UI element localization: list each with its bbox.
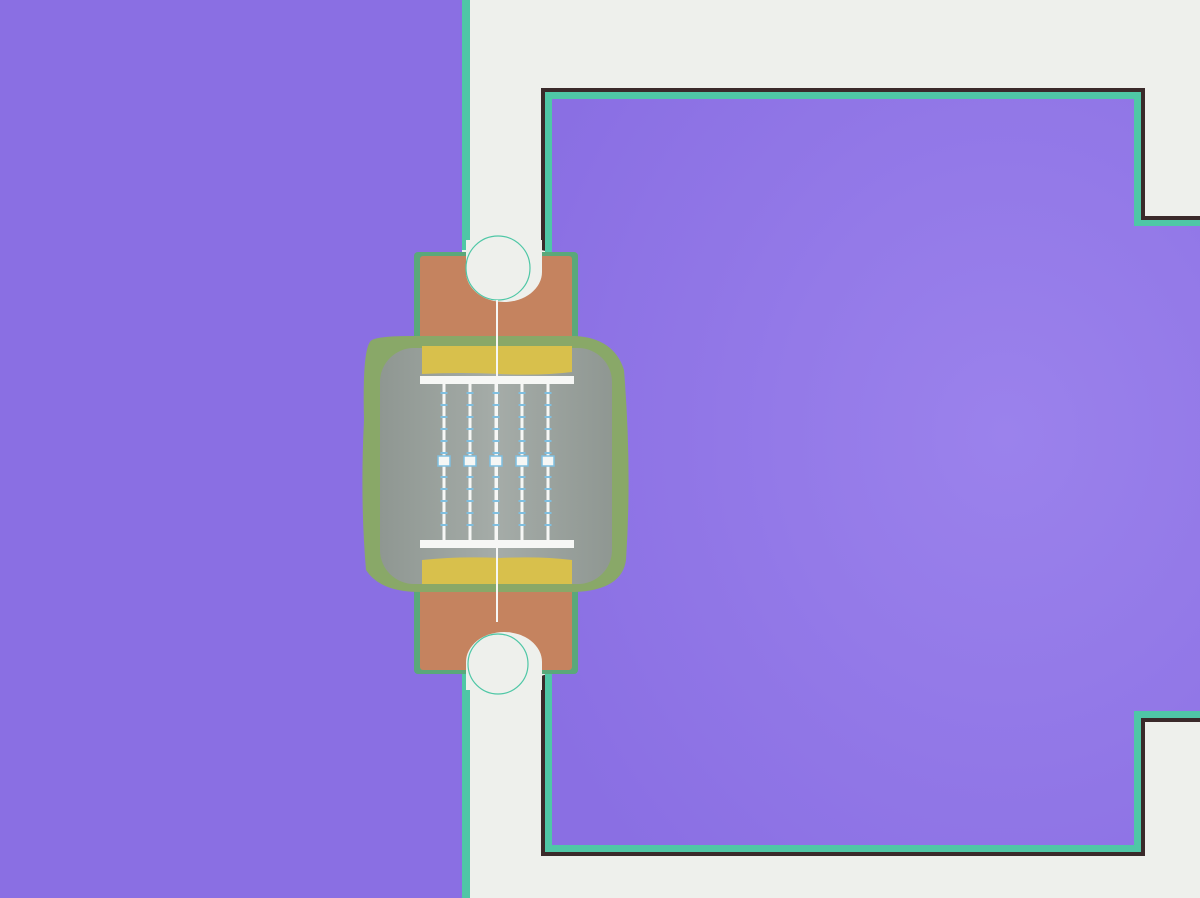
- finger-tick: [518, 512, 526, 514]
- finger-tick: [544, 500, 552, 502]
- finger-tick: [492, 392, 500, 394]
- finger-tick: [466, 476, 474, 478]
- electrode-fingers: [437, 384, 555, 540]
- finger-tick: [518, 416, 526, 418]
- finger-tick: [466, 404, 474, 406]
- finger-tick: [518, 476, 526, 478]
- finger-tick: [492, 404, 500, 406]
- finger-tick: [466, 428, 474, 430]
- finger-tick: [544, 488, 552, 490]
- finger-tick: [440, 476, 448, 478]
- finger-tick: [544, 452, 552, 454]
- right-substrate-window: [541, 88, 1200, 856]
- finger-tick: [466, 440, 474, 442]
- finger-tick: [492, 500, 500, 502]
- finger-tick: [440, 428, 448, 430]
- finger-tick: [544, 392, 552, 394]
- finger-tick: [440, 488, 448, 490]
- junction-marker: [515, 455, 529, 467]
- finger-tick: [440, 512, 448, 514]
- finger-tick: [544, 476, 552, 478]
- finger-tick: [440, 404, 448, 406]
- finger-tick: [518, 524, 526, 526]
- left-substrate-region: [0, 0, 470, 898]
- finger-tick: [440, 392, 448, 394]
- finger-tick: [492, 476, 500, 478]
- finger-tick: [518, 452, 526, 454]
- finger-tick: [466, 512, 474, 514]
- finger-tick: [518, 392, 526, 394]
- junction-marker: [541, 455, 555, 467]
- finger-tick: [492, 452, 500, 454]
- finger-tick: [440, 452, 448, 454]
- finger-tick: [492, 428, 500, 430]
- finger-tick: [544, 524, 552, 526]
- finger-tick: [440, 440, 448, 442]
- finger-tick: [440, 416, 448, 418]
- finger-tick: [518, 428, 526, 430]
- finger-tick: [492, 488, 500, 490]
- finger-tick: [518, 488, 526, 490]
- junction-marker: [489, 455, 503, 467]
- finger-tick: [492, 440, 500, 442]
- finger-tick: [466, 416, 474, 418]
- finger-tick: [440, 500, 448, 502]
- finger-tick: [466, 488, 474, 490]
- finger-tick: [440, 524, 448, 526]
- finger-tick: [466, 524, 474, 526]
- finger-tick: [466, 452, 474, 454]
- finger-tick: [544, 440, 552, 442]
- junction-marker: [437, 455, 451, 467]
- finger-tick: [518, 500, 526, 502]
- junction-marker: [463, 455, 477, 467]
- finger-tick: [466, 392, 474, 394]
- finger-tick: [466, 500, 474, 502]
- finger-tick: [544, 428, 552, 430]
- finger-tick: [492, 512, 500, 514]
- finger-tick: [544, 512, 552, 514]
- finger-tick: [492, 524, 500, 526]
- finger-tick: [518, 440, 526, 442]
- finger-tick: [544, 404, 552, 406]
- finger-tick: [492, 416, 500, 418]
- finger-tick: [544, 416, 552, 418]
- metal-tab-top-right: [1148, 0, 1200, 210]
- finger-tick: [518, 404, 526, 406]
- metal-tab-bottom-right: [1148, 730, 1200, 898]
